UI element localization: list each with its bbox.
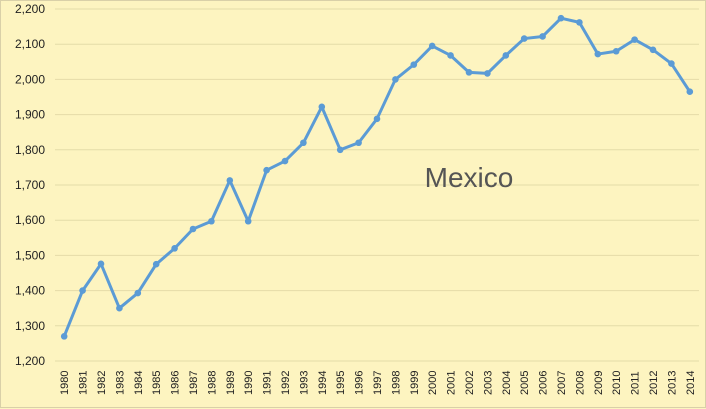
- x-axis-tick-labels: 1980 1981 1982 1983 1984 1985 1986 1987 1988 1989…: [59, 371, 697, 395]
- y-tick-label: 1,600: [15, 213, 45, 227]
- x-tick-label: 1986: [170, 371, 182, 395]
- data-point: [539, 33, 546, 40]
- x-tick-label: 2001: [446, 371, 458, 395]
- x-tick-label: 1981: [78, 371, 90, 395]
- data-point: [152, 260, 160, 268]
- data-point: [447, 52, 454, 59]
- x-tick-label: 1990: [243, 371, 255, 395]
- data-point: [244, 217, 252, 225]
- y-tick-label: 1,700: [15, 178, 45, 192]
- y-tick-label: 1,300: [15, 319, 45, 333]
- x-tick-label: 1987: [188, 371, 200, 395]
- data-point: [631, 36, 638, 43]
- data-point: [520, 35, 528, 42]
- data-point: [428, 42, 436, 50]
- data-point: [208, 217, 215, 225]
- data-point: [668, 60, 675, 67]
- data-point: [60, 333, 68, 340]
- x-tick-label: 2012: [648, 371, 660, 395]
- y-tick-label: 2,200: [15, 2, 45, 16]
- x-tick-label: 2003: [482, 371, 494, 395]
- data-point: [263, 166, 270, 174]
- data-point: [134, 289, 142, 297]
- x-tick-label: 2000: [427, 371, 439, 395]
- data-point: [686, 88, 694, 96]
- x-tick-label: 2004: [501, 371, 513, 395]
- x-tick-label: 2002: [464, 371, 476, 395]
- x-tick-label: 1998: [390, 371, 402, 395]
- x-tick-label: 1993: [298, 371, 310, 395]
- x-tick-label: 1997: [372, 371, 384, 395]
- x-tick-label: 2007: [556, 371, 568, 395]
- data-point: [373, 115, 381, 123]
- y-tick-label: 1,800: [15, 143, 45, 157]
- data-point: [576, 19, 583, 26]
- x-tick-label: 2006: [538, 371, 550, 395]
- y-axis-tick-labels: 1,200 1,300 1,400 1,500 1,600 1,700 1,800 1,900…: [15, 2, 45, 368]
- x-tick-label: 1982: [96, 371, 108, 395]
- y-tick-label: 1,200: [15, 354, 45, 368]
- series-line: [62, 16, 692, 337]
- x-tick-label: 2014: [685, 371, 697, 395]
- x-tick-label: 1988: [206, 371, 218, 395]
- y-tick-label: 2,100: [15, 37, 45, 51]
- y-tick-label: 2,000: [15, 72, 45, 86]
- data-point: [649, 46, 657, 54]
- x-tick-label: 1992: [280, 371, 292, 395]
- x-tick-label: 2010: [611, 371, 623, 395]
- x-tick-label: 2011: [630, 371, 642, 395]
- data-point: [355, 139, 362, 147]
- x-tick-label: 1984: [133, 371, 145, 395]
- x-tick-label: 2008: [574, 371, 586, 395]
- data-point: [281, 157, 289, 165]
- data-point: [97, 260, 105, 268]
- data-point: [300, 139, 307, 147]
- data-point: [336, 146, 344, 154]
- x-tick-label: 1996: [354, 371, 366, 395]
- x-tick-label: 2013: [666, 371, 678, 395]
- data-point: [410, 61, 418, 68]
- x-tick-label: 1980: [59, 371, 71, 395]
- x-tick-label: 1989: [225, 371, 237, 395]
- x-tick-label: 1995: [335, 371, 347, 395]
- data-point: [465, 69, 473, 76]
- data-point: [189, 225, 197, 233]
- data-point: [484, 70, 491, 77]
- data-point: [318, 103, 326, 111]
- x-tick-label: 1983: [114, 371, 126, 395]
- x-tick-label: 2009: [593, 371, 605, 395]
- y-tick-label: 1,500: [15, 248, 45, 262]
- x-tick-label: 1985: [151, 371, 163, 395]
- x-tick-label: 1994: [317, 371, 329, 395]
- data-point: [392, 76, 399, 83]
- data-point: [557, 14, 565, 22]
- series-layer: [60, 14, 694, 340]
- data-point: [594, 50, 602, 58]
- data-point: [502, 52, 510, 59]
- y-tick-label: 1,900: [15, 108, 45, 122]
- data-point: [79, 287, 86, 294]
- x-tick-label: 2005: [519, 371, 531, 395]
- gridlines: [55, 8, 699, 362]
- data-point: [612, 47, 620, 55]
- x-tick-label: 1999: [409, 371, 421, 395]
- chart-annotation-label: Mexico: [425, 162, 514, 193]
- data-point: [226, 177, 234, 184]
- data-point: [171, 245, 178, 252]
- x-tick-label: 1991: [262, 371, 274, 395]
- data-point: [116, 304, 123, 312]
- y-tick-label: 1,400: [15, 284, 45, 298]
